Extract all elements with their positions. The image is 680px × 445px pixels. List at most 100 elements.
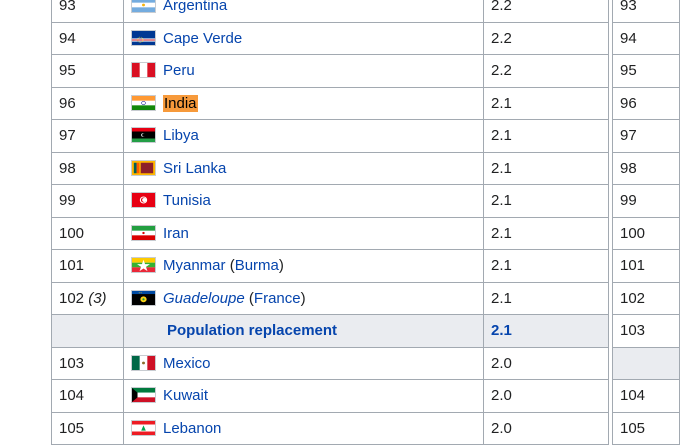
- value-cell: 2.0: [483, 411, 609, 445]
- country-cell: Lebanon: [123, 411, 484, 445]
- country-link[interactable]: Sri Lanka: [163, 159, 227, 177]
- table-row: 97 Libya 2.1: [51, 119, 609, 153]
- rank-cell: 103: [51, 346, 124, 380]
- table-row: 103 Mexico 2.0: [51, 346, 609, 380]
- rank-cell: 105: [51, 411, 124, 445]
- rank-cell: 95: [51, 54, 124, 88]
- rank-cell: 102 (3): [51, 281, 124, 315]
- country-link[interactable]: Iran: [163, 224, 189, 242]
- value-cell: 2.1: [483, 281, 609, 315]
- country-cell: Libya: [123, 119, 484, 153]
- population-replacement-label: Population replacement: [167, 322, 338, 340]
- table-row: 101: [612, 249, 680, 283]
- adjacent-table-column: 93 94 95 96 97 98 99 100 101 102 103 104…: [612, 0, 680, 445]
- country-link[interactable]: Libya: [163, 127, 199, 145]
- table-row: 98 Sri Lanka 2.1: [51, 151, 609, 185]
- country-cell: India: [123, 86, 484, 120]
- rank-cell: 94: [51, 21, 124, 55]
- rank-cell: 99: [51, 184, 124, 218]
- country-cell: Iran: [123, 216, 484, 250]
- country-link[interactable]: Guadeloupe: [163, 289, 245, 307]
- country-link[interactable]: Lebanon: [163, 419, 222, 437]
- table-row: 93 Argentina 2.2: [51, 0, 609, 23]
- rank-cell: 103: [612, 314, 680, 348]
- paren-open: (: [229, 257, 235, 275]
- country-link[interactable]: India: [163, 94, 198, 112]
- country-cell: Peru: [123, 54, 484, 88]
- value-cell: 2.1: [483, 216, 609, 250]
- rank-note: (3): [88, 289, 107, 307]
- rank-cell: 100: [51, 216, 124, 250]
- value-cell: 2.1: [483, 184, 609, 218]
- cape-verde-flag-icon: [131, 29, 156, 46]
- country-cell: Argentina: [123, 0, 484, 23]
- myanmar-flag-icon: [131, 257, 156, 274]
- country-link[interactable]: Tunisia: [163, 192, 211, 210]
- value-cell: 2.0: [483, 346, 609, 380]
- country-link[interactable]: Kuwait: [163, 387, 209, 405]
- mexico-flag-icon: [131, 354, 156, 371]
- country-link[interactable]: Mexico: [163, 354, 211, 372]
- kuwait-flag-icon: [131, 387, 156, 404]
- rank-cell: 98: [612, 151, 680, 185]
- table-row: 100: [612, 216, 680, 250]
- sri-lanka-flag-icon: [131, 159, 156, 176]
- guadeloupe-flag-icon: [131, 289, 156, 306]
- replacement-value: 2.1: [491, 322, 512, 340]
- rank-cell: 93: [51, 0, 124, 23]
- country-note-link[interactable]: Burma: [234, 257, 279, 275]
- rank-cell-empty: [612, 346, 680, 380]
- table-row: 103: [612, 314, 680, 348]
- table-row: 98: [612, 151, 680, 185]
- value-cell: 2.2: [483, 54, 609, 88]
- population-replacement-row: Population replacement 2.1: [51, 314, 609, 348]
- country-link[interactable]: Peru: [163, 62, 195, 80]
- country-cell: Sri Lanka: [123, 151, 484, 185]
- country-cell: Myanmar (Burma): [123, 249, 484, 283]
- fertility-rate-table: 93 Argentina 2.2 94 Cape Verde 2.2 95: [51, 0, 609, 445]
- rank-cell: 97: [51, 119, 124, 153]
- rank-cell: 97: [612, 119, 680, 153]
- rank-cell: 99: [612, 184, 680, 218]
- rank-cell: 105: [612, 411, 680, 445]
- value-cell: 2.1: [483, 314, 609, 348]
- value-cell: 2.1: [483, 119, 609, 153]
- value-cell: 2.2: [483, 0, 609, 23]
- table-row: 104 Kuwait 2.0: [51, 379, 609, 413]
- rank-cell: 93: [612, 0, 680, 23]
- country-note-link[interactable]: France: [253, 289, 301, 307]
- table-row: 97: [612, 119, 680, 153]
- country-link[interactable]: Myanmar: [163, 257, 226, 275]
- rank-cell: 94: [612, 21, 680, 55]
- table-row: 93: [612, 0, 680, 23]
- libya-flag-icon: [131, 127, 156, 144]
- rank-cell: 100: [612, 216, 680, 250]
- replacement-label-cell: Population replacement: [123, 314, 484, 348]
- value-cell: 2.1: [483, 151, 609, 185]
- table-row: 94: [612, 21, 680, 55]
- value-cell: 2.0: [483, 379, 609, 413]
- rank-cell: 101: [51, 249, 124, 283]
- country-link[interactable]: Argentina: [163, 0, 228, 15]
- table-row: 99: [612, 184, 680, 218]
- country-cell: Tunisia: [123, 184, 484, 218]
- argentina-flag-icon: [131, 0, 156, 14]
- lebanon-flag-icon: [131, 419, 156, 436]
- rank-cell: 96: [612, 86, 680, 120]
- country-cell: Cape Verde: [123, 21, 484, 55]
- paren-open: (: [248, 289, 254, 307]
- tunisia-flag-icon: [131, 192, 156, 209]
- table-row: 102: [612, 281, 680, 315]
- value-cell: 2.2: [483, 21, 609, 55]
- country-link[interactable]: Cape Verde: [163, 29, 243, 47]
- country-cell: Guadeloupe (France): [123, 281, 484, 315]
- paren-close: ): [278, 257, 284, 275]
- table-row: 99 Tunisia 2.1: [51, 184, 609, 218]
- table-row: 96 India 2.1: [51, 86, 609, 120]
- table-row: 95 Peru 2.2: [51, 54, 609, 88]
- iran-flag-icon: [131, 224, 156, 241]
- rank-cell: 96: [51, 86, 124, 120]
- paren-close: ): [300, 289, 306, 307]
- table-row: 95: [612, 54, 680, 88]
- rank-cell-empty: [51, 314, 124, 348]
